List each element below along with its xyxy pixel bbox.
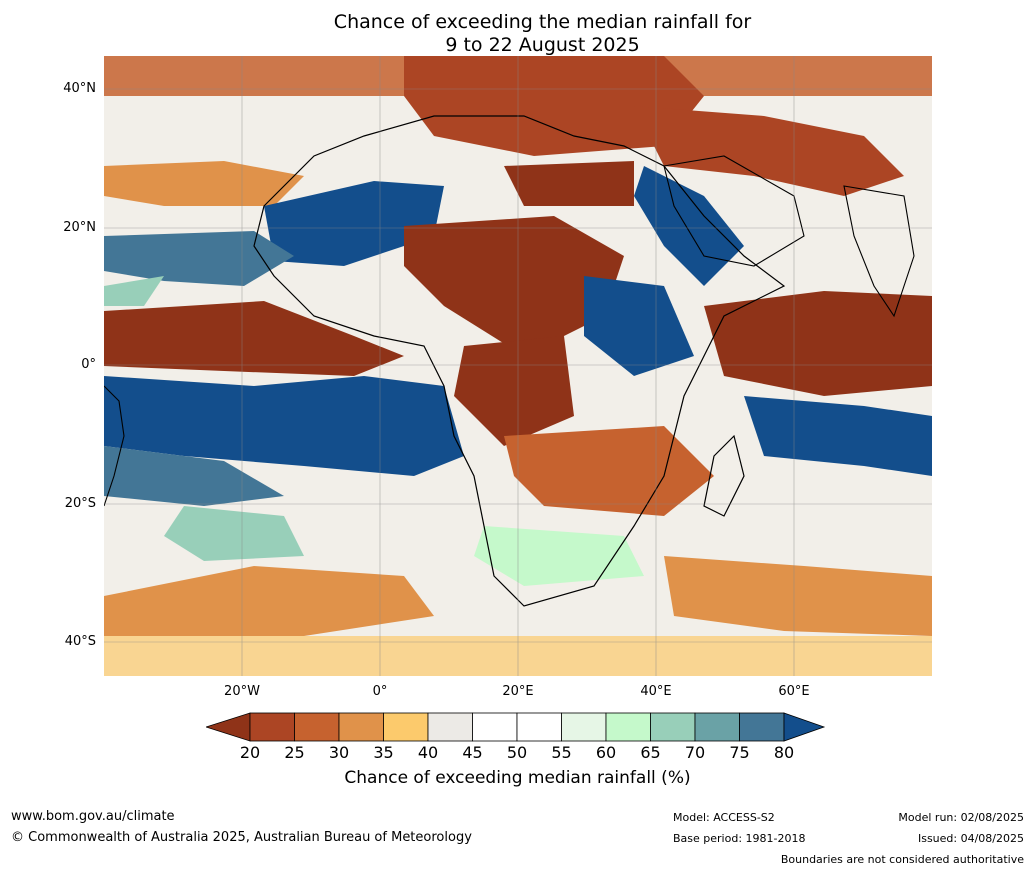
colorbar-segment (294, 712, 340, 742)
footer-base-period: Base period: 1981-2018 (673, 832, 806, 845)
footer-copyright: © Commonwealth of Australia 2025, Austra… (11, 830, 472, 845)
map-canvas (104, 56, 932, 676)
lat-label-20s: 20°S (64, 496, 96, 511)
wet-region (474, 526, 644, 586)
wet-region (264, 181, 444, 266)
colorbar-extend-high (783, 712, 826, 742)
dry-region (404, 56, 704, 156)
graticule (104, 56, 932, 676)
dry-region (664, 556, 932, 636)
dry-region (634, 106, 904, 196)
colorbar-segment (650, 712, 696, 742)
colorbar-segment (383, 712, 429, 742)
lat-label-20n: 20°N (63, 220, 96, 235)
colorbar-tick-label: 20 (239, 743, 261, 762)
arabian-coastline (663, 155, 805, 267)
india-coastline (843, 185, 915, 318)
footer-issued: Issued: 04/08/2025 (917, 832, 1024, 845)
colorbar-tick-label: 30 (328, 743, 350, 762)
colorbar-tick-label: 55 (551, 743, 572, 762)
lon-label-20w: 20°W (224, 684, 260, 699)
map-title-line-1: Chance of exceeding the median rainfall … (333, 11, 752, 33)
wet-region (104, 276, 164, 306)
colorbar-segment (338, 712, 384, 742)
colorbar-segment (561, 712, 607, 742)
wet-region (744, 396, 932, 476)
colorbar-tick-label: 70 (684, 743, 706, 762)
dry-region (704, 291, 932, 396)
colorbar-tick-label: 25 (284, 743, 305, 762)
colorbar-tick-label: 65 (640, 743, 661, 762)
colorbar-segment (605, 712, 651, 742)
dry-region (104, 566, 434, 636)
colorbar-tick-label: 75 (729, 743, 750, 762)
footer-model-run: Model run: 02/08/2025 (898, 811, 1024, 824)
colorbar-tick-label: 60 (595, 743, 617, 762)
dry-region (504, 426, 714, 516)
colorbar-segment (694, 712, 740, 742)
south-america-coastline (104, 385, 125, 507)
footer-url: www.bom.gov.au/climate (11, 809, 175, 824)
colorbar-tick-label: 45 (462, 743, 483, 762)
dry-region (504, 161, 634, 206)
lon-label-20e: 20°E (502, 684, 534, 699)
wet-region (164, 506, 304, 561)
colorbar-segment (427, 712, 473, 742)
dry-region (104, 161, 304, 206)
colorbar-segment (472, 712, 518, 742)
wet-region (104, 376, 464, 476)
colorbar-label: Chance of exceeding median rainfall (%) (344, 768, 691, 788)
rainfall-probability-map (104, 56, 932, 676)
lon-label-40e: 40°E (640, 684, 672, 699)
lon-label-0: 0° (372, 684, 388, 699)
lat-label-40s: 40°S (64, 634, 96, 649)
africa-coastline (253, 115, 786, 607)
dry-region (454, 336, 574, 446)
map-title-line-2: 9 to 22 August 2025 (445, 34, 640, 56)
colorbar-segment (249, 712, 295, 742)
colorbar-segment (516, 712, 562, 742)
wet-region (104, 446, 284, 506)
colorbar-tick-label: 80 (773, 743, 795, 762)
lat-label-40n: 40°N (63, 81, 96, 96)
footer-model: Model: ACCESS-S2 (673, 811, 775, 824)
lon-label-60e: 60°E (778, 684, 810, 699)
madagascar-coastline (703, 434, 745, 517)
colorbar-extend-low (206, 712, 251, 742)
dry-region (404, 216, 624, 356)
dry-region (104, 301, 404, 376)
colorbar-tick-label: 35 (373, 743, 394, 762)
colorbar-tick-label: 50 (506, 743, 528, 762)
lat-label-equator: 0° (81, 357, 96, 372)
wet-region (104, 231, 294, 286)
colorbar-segment (739, 712, 785, 742)
wet-region (634, 166, 744, 286)
colorbar-tick-label: 40 (417, 743, 439, 762)
colorbar (206, 712, 826, 742)
footer-disclaimer: Boundaries are not considered authoritat… (780, 853, 1024, 866)
wet-region (584, 276, 694, 376)
